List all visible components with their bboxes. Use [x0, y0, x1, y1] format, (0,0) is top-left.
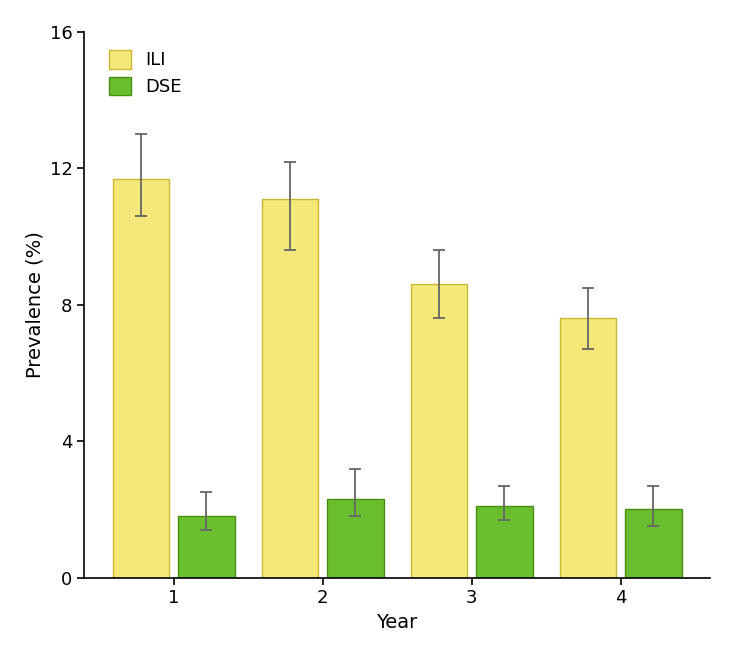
Bar — [559, 319, 616, 578]
Y-axis label: Prevalence (%): Prevalence (%) — [25, 231, 44, 378]
Legend: ILI, DSE: ILI, DSE — [106, 47, 186, 100]
Bar — [476, 506, 533, 578]
Bar — [411, 284, 467, 578]
Bar — [262, 199, 318, 578]
Bar — [327, 499, 384, 578]
Bar — [178, 516, 234, 578]
X-axis label: Year: Year — [376, 613, 417, 632]
Bar — [625, 509, 681, 578]
Bar — [112, 179, 169, 578]
